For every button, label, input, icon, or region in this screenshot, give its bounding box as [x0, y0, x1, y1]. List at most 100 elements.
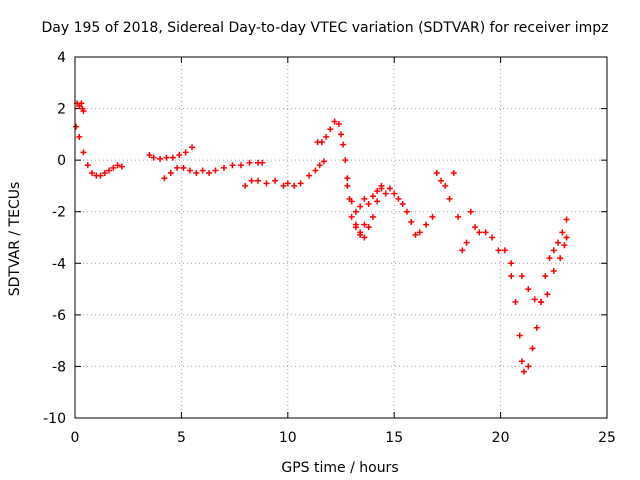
- data-point: [557, 255, 564, 262]
- data-point: [180, 164, 187, 171]
- data-series: [352, 182, 385, 241]
- y-tick-label: -2: [52, 205, 66, 221]
- data-point: [438, 177, 445, 184]
- data-series: [508, 216, 570, 375]
- data-point: [182, 149, 189, 156]
- data-series: [73, 123, 125, 179]
- data-point: [78, 100, 85, 107]
- data-point: [378, 182, 385, 189]
- data-point: [338, 131, 344, 138]
- data-point: [538, 298, 545, 305]
- data-point: [361, 221, 368, 228]
- data-point: [472, 224, 479, 231]
- data-point: [323, 133, 330, 140]
- plot-frame: [74, 56, 608, 419]
- data-point: [199, 167, 206, 174]
- data-point: [163, 154, 170, 161]
- data-points: [73, 100, 570, 375]
- data-point: [450, 170, 457, 177]
- data-point: [442, 182, 449, 189]
- y-tick-label: 4: [57, 50, 66, 66]
- data-point: [433, 170, 440, 177]
- data-series: [161, 159, 266, 182]
- data-point: [416, 229, 423, 236]
- x-tick-label: 0: [71, 430, 80, 446]
- data-point: [386, 185, 393, 192]
- data-point: [97, 172, 104, 179]
- x-tick-label: 20: [492, 430, 510, 446]
- data-point: [550, 247, 557, 254]
- data-point: [403, 208, 410, 215]
- data-point: [186, 167, 193, 174]
- data-point: [533, 324, 540, 331]
- data-series: [518, 234, 570, 305]
- data-point: [476, 229, 483, 236]
- data-point: [550, 268, 557, 275]
- y-tick-label: -10: [43, 411, 66, 427]
- data-point: [423, 221, 430, 228]
- data-point: [489, 234, 496, 241]
- data-point: [561, 242, 568, 249]
- data-point: [399, 200, 406, 207]
- data-point: [259, 159, 266, 166]
- data-point: [189, 144, 196, 151]
- data-point: [531, 296, 538, 303]
- data-point: [518, 273, 525, 280]
- data-point: [106, 167, 113, 174]
- data-point: [80, 108, 87, 115]
- data-series: [433, 170, 515, 267]
- data-series: [146, 144, 196, 162]
- data-point: [546, 255, 553, 262]
- data-point: [312, 167, 319, 174]
- tick-layer: [74, 56, 608, 419]
- data-point: [361, 195, 368, 202]
- data-point: [521, 368, 528, 375]
- data-point: [352, 208, 359, 215]
- data-point: [525, 286, 532, 293]
- data-point: [73, 123, 80, 130]
- data-point: [374, 188, 381, 195]
- y-tick-label: 0: [57, 153, 66, 169]
- data-point: [146, 151, 153, 158]
- data-point: [529, 345, 536, 352]
- data-point: [518, 358, 525, 365]
- data-point: [248, 177, 255, 184]
- data-point: [340, 141, 347, 148]
- data-point: [237, 162, 244, 169]
- data-point: [220, 164, 227, 171]
- data-point: [369, 213, 376, 220]
- data-point: [348, 198, 355, 205]
- data-point: [320, 158, 327, 165]
- data-point: [327, 126, 334, 133]
- data-point: [161, 175, 168, 182]
- y-tick-label: -6: [52, 308, 66, 324]
- y-axis-label: SDTVAR / TECUs: [7, 182, 23, 297]
- data-point: [306, 172, 313, 179]
- data-series: [344, 182, 436, 238]
- data-point: [76, 133, 83, 140]
- data-point: [408, 219, 415, 226]
- tick-labels: 0 5 10 15 20 25 -10 -8 -6 -4 -2 0 2 4: [43, 50, 616, 446]
- data-point: [352, 221, 359, 228]
- data-point: [542, 273, 549, 280]
- data-point: [501, 247, 508, 254]
- data-point: [348, 213, 355, 220]
- data-point: [272, 177, 279, 184]
- data-point: [459, 247, 466, 254]
- data-point: [291, 182, 298, 189]
- data-point: [206, 170, 213, 177]
- data-point: [335, 121, 342, 128]
- data-point: [446, 195, 453, 202]
- data-point: [150, 154, 157, 161]
- data-point: [157, 155, 164, 162]
- data-point: [544, 291, 551, 298]
- data-point: [101, 170, 108, 177]
- data-point: [316, 162, 323, 169]
- data-point: [563, 234, 570, 241]
- grid-layer: [75, 57, 607, 418]
- data-point: [169, 154, 176, 161]
- data-point: [365, 224, 372, 231]
- data-point: [318, 139, 325, 146]
- data-point: [395, 195, 402, 202]
